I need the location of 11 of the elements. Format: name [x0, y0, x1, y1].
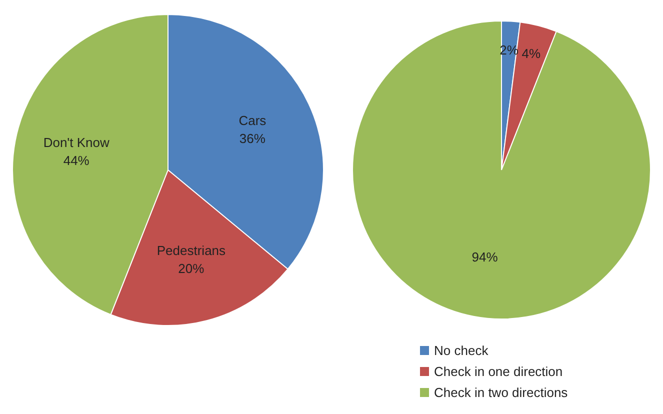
slice-label: Pedestrians [156, 242, 226, 258]
legend-label: Check in one direction [433, 363, 564, 381]
data-label: 36% [239, 130, 266, 146]
data-label: 20% [178, 260, 205, 276]
data-label: 44% [63, 153, 90, 168]
legend-label: Check in two directions [433, 384, 568, 402]
slice-label: Don't Know [43, 135, 110, 150]
legend-label: No check [433, 342, 490, 360]
slice-label: Cars [238, 112, 267, 128]
data-label: 94% [472, 249, 498, 264]
data-label: 4% [522, 46, 541, 62]
